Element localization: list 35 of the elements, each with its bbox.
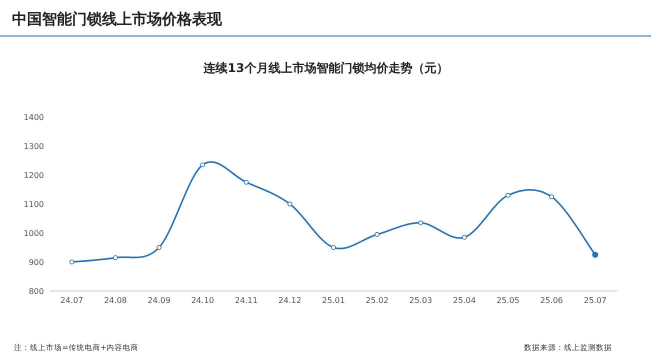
y-tick-label: 1000 (24, 229, 44, 238)
x-tick-label: 24.11 (234, 296, 258, 305)
x-tick-label: 25.01 (322, 296, 345, 305)
point (156, 245, 162, 250)
point (462, 234, 467, 240)
point (374, 232, 380, 237)
x-tick-label: 25.06 (540, 296, 564, 305)
x-tick-label: 24.09 (148, 296, 170, 305)
point (592, 252, 598, 258)
y-tick-label: 1400 (24, 113, 44, 122)
x-tick-label: 25.07 (584, 296, 607, 305)
point (69, 260, 74, 264)
x-tick-label: 25.05 (496, 296, 520, 305)
x-tick-label: 25.03 (409, 296, 432, 305)
point (331, 245, 336, 250)
x-tick-label: 24.10 (191, 296, 214, 305)
x-tick-label: 25.02 (366, 296, 389, 305)
y-tick-label: 1100 (24, 200, 44, 209)
x-tick-label: 24.12 (278, 296, 302, 305)
chart-subtitle: 连续13个月线上市场智能门锁均价走势（元） (202, 61, 448, 75)
y-tick-label: 900 (28, 258, 44, 267)
y-tick-label: 800 (28, 287, 44, 296)
x-tick-label: 24.07 (60, 296, 84, 305)
chart-title: 中国智能门锁线上市场价格表现 (12, 10, 223, 28)
x-tick-label: 24.08 (104, 296, 127, 305)
point (506, 192, 510, 198)
y-tick-label: 1300 (24, 142, 44, 151)
point (287, 202, 292, 206)
point (200, 162, 206, 168)
point (418, 220, 424, 226)
point (244, 180, 249, 185)
y-tick-label: 1200 (24, 171, 44, 180)
x-tick-label: 25.04 (452, 296, 476, 305)
point (113, 255, 118, 260)
point (549, 194, 554, 200)
